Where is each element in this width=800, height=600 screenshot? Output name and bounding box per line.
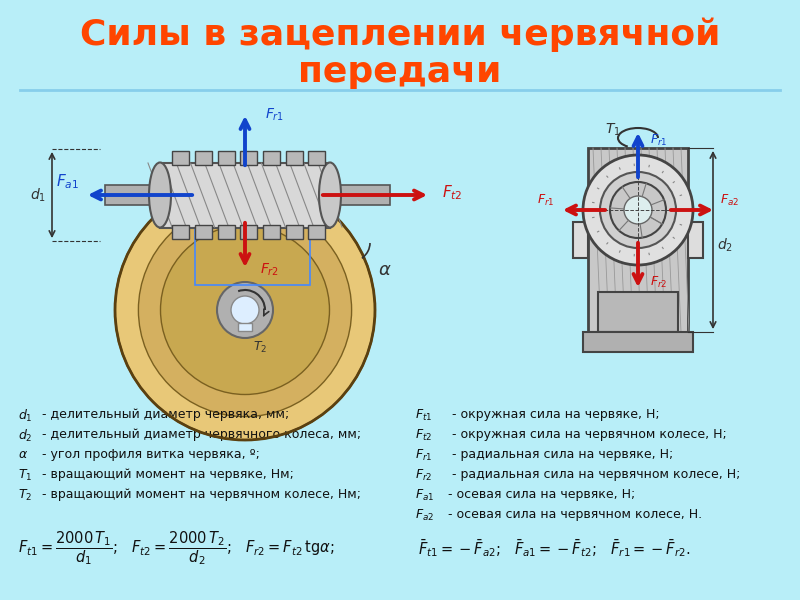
Text: - осевая сила на червяке, Н;: - осевая сила на червяке, Н; xyxy=(448,488,635,501)
Circle shape xyxy=(231,296,259,324)
Bar xyxy=(308,225,326,239)
Circle shape xyxy=(217,282,273,338)
Bar xyxy=(172,225,190,239)
Text: Силы в зацеплении червячной: Силы в зацеплении червячной xyxy=(80,18,720,52)
Text: $F_{t1}$: $F_{t1}$ xyxy=(415,408,432,423)
Text: $d_2$: $d_2$ xyxy=(18,428,33,444)
Bar xyxy=(286,151,302,165)
Bar xyxy=(688,222,703,258)
Text: $F_{a1}$: $F_{a1}$ xyxy=(415,488,434,503)
Text: $F_{r1}$: $F_{r1}$ xyxy=(650,133,667,148)
Ellipse shape xyxy=(149,163,171,227)
Ellipse shape xyxy=(319,163,341,227)
Circle shape xyxy=(161,226,330,395)
Bar xyxy=(583,332,693,352)
Text: - окружная сила на червяке, Н;: - окружная сила на червяке, Н; xyxy=(448,408,660,421)
Bar xyxy=(160,163,330,228)
Text: $F_{r1}$: $F_{r1}$ xyxy=(538,193,554,208)
Text: $T_1$: $T_1$ xyxy=(18,468,32,483)
Text: $T_2$: $T_2$ xyxy=(18,488,32,503)
Text: - вращающий момент на червячном колесе, Нм;: - вращающий момент на червячном колесе, … xyxy=(38,488,361,501)
Text: - радиальная сила на червячном колесе, Н;: - радиальная сила на червячном колесе, Н… xyxy=(448,468,740,481)
Bar xyxy=(195,215,310,285)
Text: - делительный диаметр червяка, мм;: - делительный диаметр червяка, мм; xyxy=(38,408,290,421)
Text: $\alpha$: $\alpha$ xyxy=(378,261,392,279)
Text: - окружная сила на червячном колесе, Н;: - окружная сила на червячном колесе, Н; xyxy=(448,428,726,441)
Text: $d_2$: $d_2$ xyxy=(717,236,733,254)
Text: передачи: передачи xyxy=(298,55,502,89)
Bar xyxy=(573,222,588,258)
Text: - радиальная сила на червяке, Н;: - радиальная сила на червяке, Н; xyxy=(448,448,674,461)
Bar xyxy=(240,151,258,165)
Text: $\alpha$: $\alpha$ xyxy=(18,448,28,461)
Bar xyxy=(218,225,234,239)
Bar xyxy=(218,151,234,165)
Bar xyxy=(263,151,280,165)
Text: $F_{a1}$: $F_{a1}$ xyxy=(57,173,79,191)
Text: $F_{r2}$: $F_{r2}$ xyxy=(650,274,667,290)
Bar xyxy=(263,225,280,239)
Text: $F_{t2}$: $F_{t2}$ xyxy=(442,184,462,202)
Text: $F_{r2}$: $F_{r2}$ xyxy=(260,262,279,278)
Bar xyxy=(105,185,160,205)
Text: $F_{a2}$: $F_{a2}$ xyxy=(721,193,739,208)
Bar xyxy=(238,323,252,331)
Circle shape xyxy=(115,180,375,440)
Bar xyxy=(588,148,688,333)
Text: $F_{a2}$: $F_{a2}$ xyxy=(415,508,434,523)
Text: $F_{r1}$: $F_{r1}$ xyxy=(265,107,284,123)
Bar xyxy=(195,225,212,239)
Text: $d_1$: $d_1$ xyxy=(18,408,33,424)
Bar xyxy=(330,185,390,205)
Circle shape xyxy=(624,196,652,224)
Circle shape xyxy=(138,203,352,416)
Text: $F_{t1}=\dfrac{2000\,T_1}{d_1}$;   $F_{t2}=\dfrac{2000\,T_2}{d_2}$;   $F_{r2} = : $F_{t1}=\dfrac{2000\,T_1}{d_1}$; $F_{t2}… xyxy=(18,529,334,567)
Text: $F_{t2}$: $F_{t2}$ xyxy=(415,428,432,443)
Bar xyxy=(286,225,302,239)
Circle shape xyxy=(610,182,666,238)
Text: - вращающий момент на червяке, Нм;: - вращающий момент на червяке, Нм; xyxy=(38,468,294,481)
Text: $F_{r1}$: $F_{r1}$ xyxy=(415,448,433,463)
Text: - делительный диаметр червячного колеса, мм;: - делительный диаметр червячного колеса,… xyxy=(38,428,361,441)
Bar xyxy=(598,292,678,332)
Text: $F_{r2}$: $F_{r2}$ xyxy=(415,468,432,483)
Bar xyxy=(240,225,258,239)
Bar xyxy=(172,151,190,165)
Circle shape xyxy=(583,155,693,265)
Circle shape xyxy=(600,172,676,248)
Text: $T_2$: $T_2$ xyxy=(253,340,267,355)
Text: - осевая сила на червячном колесе, Н.: - осевая сила на червячном колесе, Н. xyxy=(448,508,702,521)
Text: $T_1$: $T_1$ xyxy=(605,122,621,138)
Text: - угол профиля витка червяка, º;: - угол профиля витка червяка, º; xyxy=(38,448,260,461)
Bar xyxy=(195,151,212,165)
Bar xyxy=(308,151,326,165)
Text: $d_1$: $d_1$ xyxy=(30,186,46,203)
Text: $\bar{F}_{t1} = -\bar{F}_{a2}$;   $\bar{F}_{a1} = -\bar{F}_{t2}$;   $\bar{F}_{r1: $\bar{F}_{t1} = -\bar{F}_{a2}$; $\bar{F}… xyxy=(418,537,690,559)
